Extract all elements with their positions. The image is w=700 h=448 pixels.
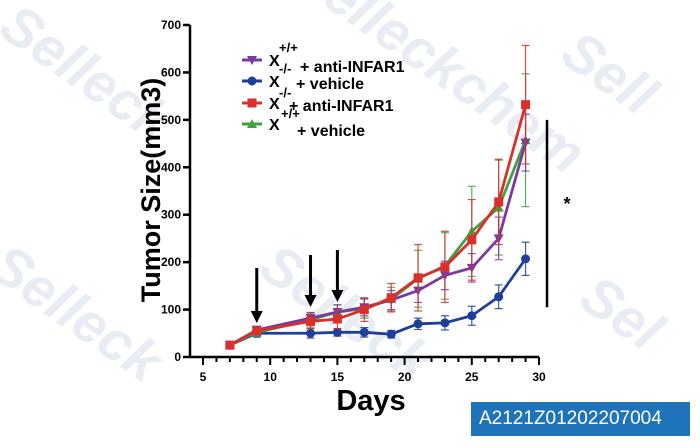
x-tick-label: 5 <box>200 370 207 384</box>
legend-genotype: -/- <box>279 61 291 76</box>
x-tick-label: 15 <box>331 370 345 384</box>
legend-label: + anti-INFAR1 <box>289 98 394 115</box>
y-tick-label: 500 <box>161 113 181 127</box>
legend-label: + vehicle <box>297 123 365 140</box>
y-tick-label: 400 <box>161 160 181 174</box>
legend-marker-icon <box>247 76 257 86</box>
legend-marker-icon <box>247 98 257 108</box>
series-line <box>229 258 527 347</box>
data-point <box>332 327 342 337</box>
data-point <box>306 328 316 338</box>
legend-marker-icon <box>247 119 257 128</box>
y-tick-label: 600 <box>161 65 181 79</box>
data-point <box>386 329 396 339</box>
x-axis-title: Days <box>336 385 405 417</box>
data-point <box>467 235 477 245</box>
legend-item-1: X+/++ anti-INFAR1 <box>242 40 405 76</box>
y-axis-title: Tumor Size(mm3) <box>136 78 166 303</box>
legend-prefix: X <box>269 74 280 91</box>
legend-label: + anti-INFAR1 <box>300 59 405 76</box>
legend-item-2: X-/- + vehicle <box>242 61 364 93</box>
data-point <box>467 311 477 321</box>
arrow-head-icon <box>304 295 317 307</box>
data-point <box>413 319 423 329</box>
data-point <box>332 314 342 324</box>
arrow-head-icon <box>250 311 263 323</box>
legend-prefix: X <box>269 117 280 134</box>
data-point <box>521 254 531 264</box>
data-point <box>440 262 450 272</box>
y-tick-label: 700 <box>161 18 181 32</box>
series-3 <box>225 44 531 350</box>
data-point <box>494 197 504 207</box>
data-point <box>494 292 504 302</box>
data-point <box>252 326 262 336</box>
y-tick-label: 0 <box>174 350 181 364</box>
legend-genotype: -/- <box>279 85 291 100</box>
legend-item-4: X+/+ + vehicle <box>242 106 365 140</box>
image-id-badge: A2121Z01202207004 <box>471 402 690 436</box>
series-layer <box>224 44 531 351</box>
data-point <box>359 327 369 337</box>
legend-prefix: X <box>269 96 280 113</box>
significance-star: * <box>563 194 570 214</box>
legend-genotype: +/+ <box>279 40 298 55</box>
data-point <box>359 305 369 315</box>
y-tick-label: 100 <box>161 303 181 317</box>
legend-label: + vehicle <box>296 76 364 93</box>
series-2 <box>225 241 531 350</box>
x-tick-label: 25 <box>465 370 479 384</box>
data-point <box>413 273 423 283</box>
annotations: * <box>250 119 571 323</box>
data-point <box>386 293 396 303</box>
y-tick-label: 200 <box>161 255 181 269</box>
y-tick-label: 300 <box>161 208 181 222</box>
data-point <box>521 100 531 110</box>
legend-marker-icon <box>247 56 257 65</box>
data-point <box>440 318 450 328</box>
data-point <box>306 316 316 326</box>
x-tick-label: 10 <box>264 370 278 384</box>
series-line <box>229 139 527 347</box>
data-point <box>225 340 235 350</box>
legend-prefix: X <box>269 53 280 70</box>
x-tick-label: 30 <box>532 370 546 384</box>
axes: 0 100 200 300 400 500 600 700 5 10 15 20 25 30 Days Tum… <box>136 18 546 417</box>
arrow-head-icon <box>331 290 344 302</box>
legend-item-3: X-/-+ anti-INFAR1 <box>242 85 394 115</box>
x-tick-label: 20 <box>398 370 412 384</box>
series-line <box>229 142 527 347</box>
legend-genotype: +/+ <box>281 106 300 121</box>
series-1 <box>224 113 531 351</box>
